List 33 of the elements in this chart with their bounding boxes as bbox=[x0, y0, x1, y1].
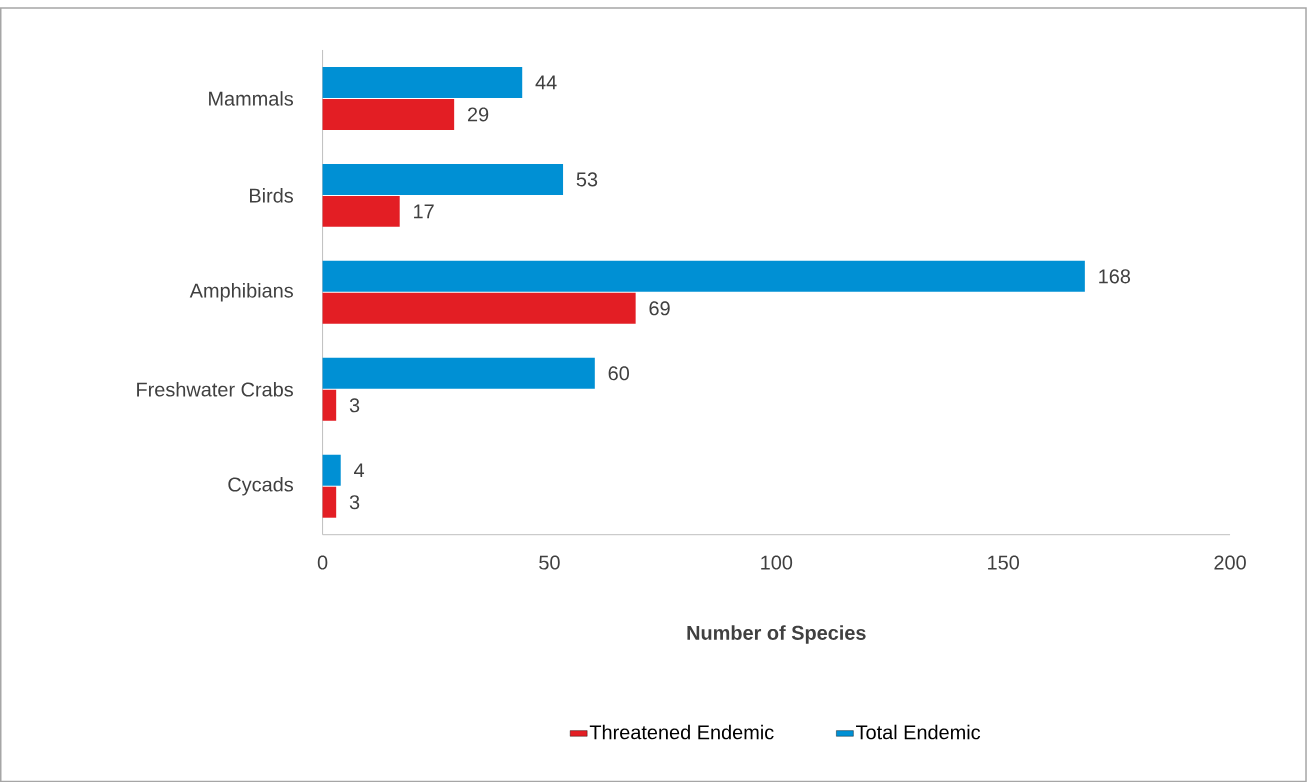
y-tick-label: Amphibians bbox=[189, 282, 293, 302]
bar bbox=[322, 98, 455, 130]
bar bbox=[322, 389, 337, 421]
y-tick-label: Birds bbox=[250, 187, 294, 203]
data-label: 53 bbox=[576, 172, 598, 187]
data-label: 44 bbox=[535, 75, 557, 90]
data-label: 168 bbox=[1099, 269, 1131, 284]
data-label: 17 bbox=[414, 204, 434, 219]
data-label: 3 bbox=[349, 495, 360, 510]
bar bbox=[322, 66, 523, 98]
x-tick-label: 200 bbox=[1214, 555, 1246, 570]
data-label: 29 bbox=[467, 107, 489, 122]
data-label: 4 bbox=[354, 463, 365, 477]
bar bbox=[322, 195, 400, 227]
bar bbox=[322, 486, 337, 518]
x-tick-label: 0 bbox=[317, 555, 328, 570]
legend-label: Threatened Endemic bbox=[589, 724, 774, 740]
x-tick-label: 150 bbox=[988, 555, 1020, 570]
data-label: 69 bbox=[649, 301, 670, 316]
x-axis-title: Number of Species bbox=[687, 625, 866, 644]
y-tick-label: Cycads bbox=[228, 476, 294, 496]
x-tick-label: 100 bbox=[761, 555, 793, 570]
x-tick-label: 50 bbox=[539, 555, 560, 570]
bar bbox=[322, 357, 595, 389]
bar bbox=[322, 260, 1085, 292]
y-tick-label: Mammals bbox=[209, 90, 294, 106]
bar bbox=[322, 454, 341, 486]
bar bbox=[322, 163, 564, 195]
data-label: 3 bbox=[349, 398, 360, 413]
y-tick-label: Freshwater Crabs bbox=[137, 381, 293, 397]
legend-label: Total Endemic bbox=[856, 724, 981, 740]
bar bbox=[322, 292, 636, 324]
data-label: 60 bbox=[608, 366, 630, 381]
